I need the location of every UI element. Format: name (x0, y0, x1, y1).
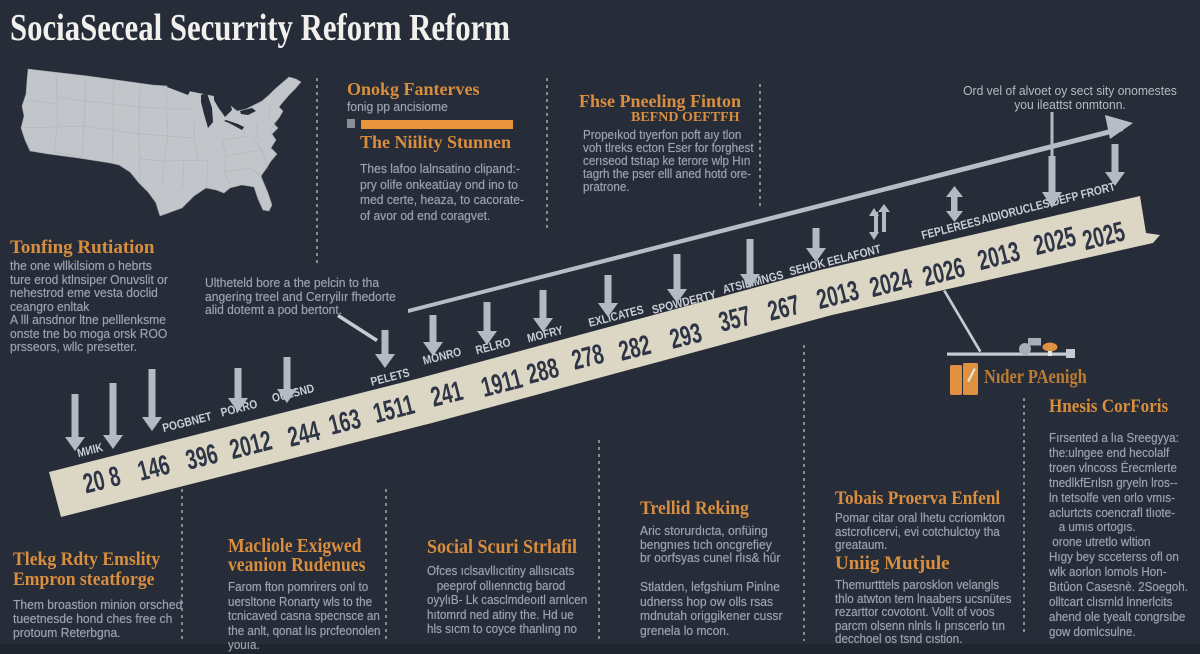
svg-text:146: 146 (135, 449, 174, 487)
svg-text:288: 288 (524, 352, 563, 390)
svg-text:267: 267 (765, 289, 804, 327)
svg-text:RELRO: RELRO (474, 336, 512, 357)
svg-text:MONRO: MONRO (422, 346, 463, 368)
svg-text:MИIK: MИIK (76, 441, 104, 460)
svg-text:293: 293 (667, 317, 706, 355)
svg-text:357: 357 (716, 300, 755, 338)
svg-text:278: 278 (569, 338, 608, 376)
svg-text:396: 396 (183, 438, 222, 476)
svg-text:241: 241 (428, 375, 467, 413)
svg-text:POGBNET: POGBNET (161, 410, 213, 435)
svg-text:163: 163 (326, 403, 365, 441)
svg-text:282: 282 (616, 329, 655, 367)
